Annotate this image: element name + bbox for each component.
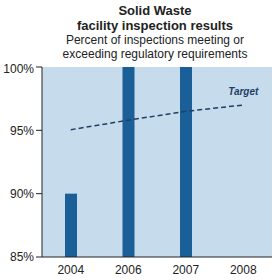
svg-text:2008: 2008 [230,263,257,277]
html-text:facility inspection results: facility inspection results [77,18,233,33]
svg-text:90%: 90% [10,187,34,201]
html-text:exceeding regulatory requireme: exceeding regulatory requirements [62,47,248,61]
svg-text:Target: Target [228,86,259,97]
svg-text:95%: 95% [10,124,34,138]
html-text:Percent of inspections meeting: Percent of inspections meeting or [65,33,244,47]
html-text:Solid Waste: Solid Waste [118,3,192,18]
svg-text:2004: 2004 [57,263,84,277]
svg-text:85%: 85% [10,250,34,264]
svg-text:100%: 100% [8,62,34,76]
svg-text:2006: 2006 [115,263,142,277]
svg-text:2007: 2007 [172,263,199,277]
